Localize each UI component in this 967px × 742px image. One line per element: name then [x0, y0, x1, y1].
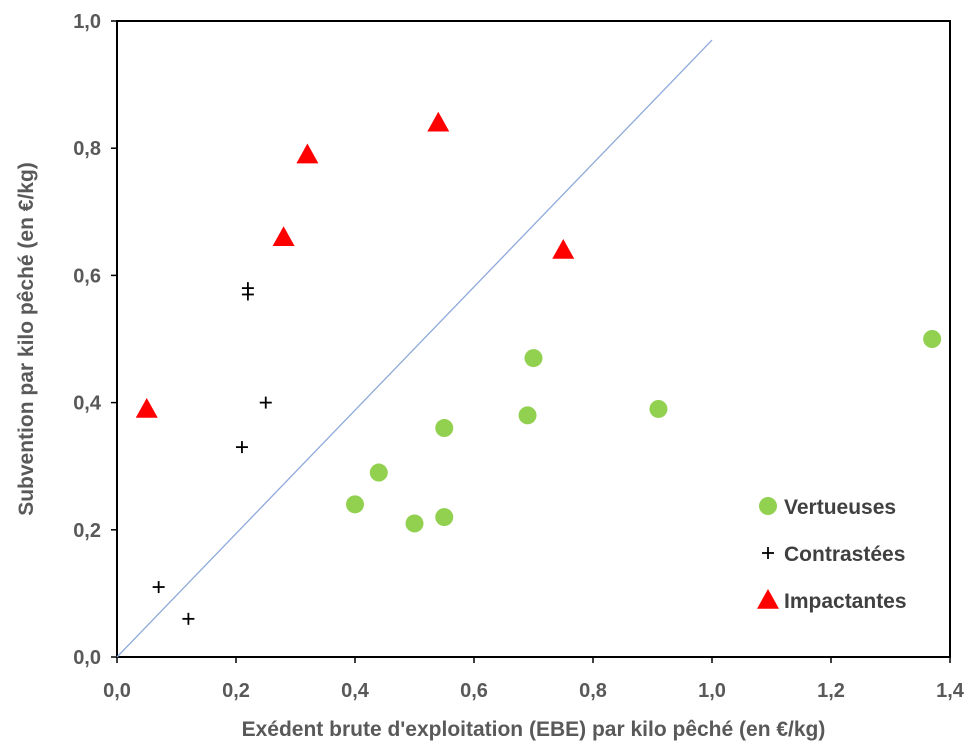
- legend-label-impactantes: Impactantes: [784, 590, 907, 613]
- data-point-vertueuses: [369, 463, 388, 482]
- y-tick-label: 0,0: [73, 647, 101, 669]
- data-point-impactantes: [135, 397, 158, 418]
- y-axis-title: Subvention par kilo pêché (en €/kg): [15, 162, 38, 516]
- data-point-vertueuses: [346, 495, 364, 514]
- data-points-layer: [135, 111, 942, 625]
- axes-layer: [111, 20, 951, 663]
- reference-line-layer: [116, 39, 713, 658]
- data-point-impactantes: [552, 238, 575, 259]
- data-point-contrastees: [241, 288, 254, 301]
- data-point-vertueuses: [435, 508, 454, 527]
- x-tick-label: 0,8: [579, 680, 607, 702]
- data-point-contrastees: [182, 612, 195, 625]
- data-point-vertueuses: [405, 514, 424, 533]
- data-point-impactantes: [296, 143, 319, 164]
- x-axis-title: Exédent brute d'exploitation (EBE) par k…: [242, 718, 826, 741]
- x-tick-label: 1,0: [698, 680, 726, 702]
- x-tick-label: 1,2: [817, 680, 845, 702]
- data-point-contrastees: [259, 396, 272, 409]
- legend-marker-vertueuses: [759, 497, 777, 515]
- legend: Vertueuses Contrastées Impactantes: [757, 496, 907, 613]
- legend-marker-contrastees: [762, 547, 774, 559]
- legend-label-vertueuses: Vertueuses: [784, 496, 896, 519]
- data-point-vertueuses: [435, 419, 454, 438]
- data-point-vertueuses: [649, 399, 668, 418]
- data-point-contrastees: [235, 441, 248, 454]
- data-point-impactantes: [272, 226, 295, 247]
- data-point-vertueuses: [518, 406, 537, 425]
- reference-diagonal-line: [116, 39, 713, 658]
- y-tick-label: 0,8: [73, 138, 101, 160]
- y-tick-label: 1,0: [73, 11, 101, 33]
- y-tick-label: 0,6: [73, 265, 101, 287]
- x-tick-label: 1,4: [936, 680, 965, 702]
- x-tick-label: 0,2: [222, 680, 250, 702]
- x-tick-label: 0,6: [460, 680, 488, 702]
- legend-marker-impactantes: [757, 589, 779, 609]
- plot-area-frame: [116, 20, 951, 658]
- tick-labels-layer: 0,0 0,2 0,4 0,6 0,8 1,0 1,2 1,4 0,0 0,2 0,4 0,6 0,8 1…: [73, 11, 965, 702]
- y-tick-label: 0,4: [73, 393, 102, 415]
- data-point-contrastees: [152, 581, 165, 594]
- legend-label-contrastees: Contrastées: [784, 543, 905, 566]
- data-point-vertueuses: [923, 330, 942, 348]
- y-tick-label: 0,2: [73, 520, 101, 542]
- data-point-impactantes: [427, 111, 450, 132]
- x-tick-label: 0,0: [103, 680, 131, 702]
- x-tick-label: 0,4: [341, 680, 370, 702]
- data-point-vertueuses: [524, 349, 543, 368]
